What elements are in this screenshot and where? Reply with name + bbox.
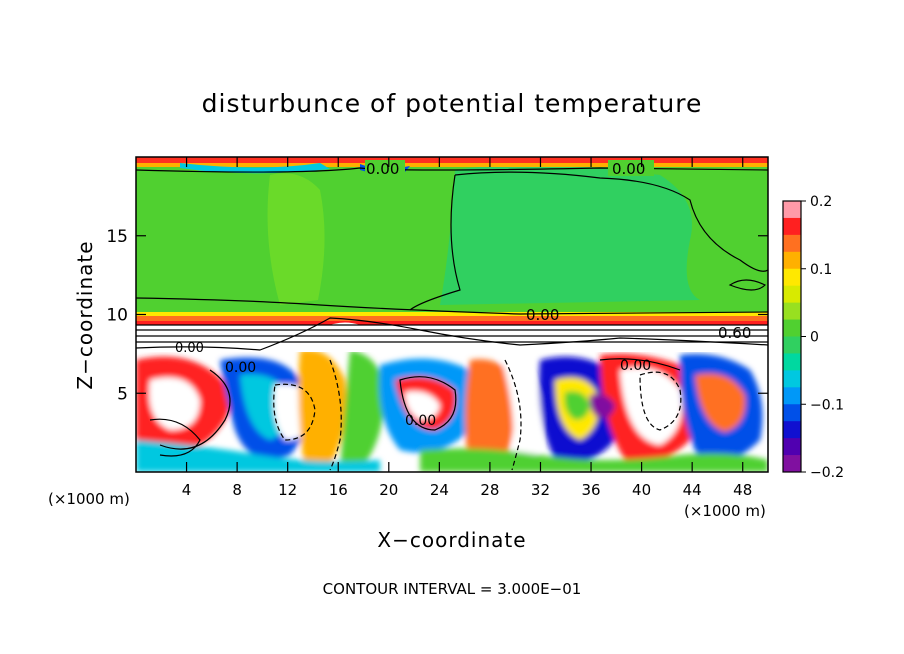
- colorbar-tick-label: 0.1: [810, 262, 832, 278]
- upper-field-cyan-patch: [440, 164, 700, 305]
- x-tick-label: 40: [632, 481, 651, 499]
- y-tick-label: 5: [117, 384, 128, 404]
- x-tick-label: 28: [480, 481, 499, 499]
- band-orange: [136, 316, 768, 321]
- band-yellow: [136, 312, 768, 316]
- y-axis: 5 10 15: [106, 227, 768, 404]
- y-tick-label: 10: [106, 306, 128, 326]
- colorbar-swatch: [783, 302, 801, 321]
- colorbar-tick-label: 0.2: [810, 194, 832, 210]
- x-tick-label: 12: [278, 481, 297, 499]
- plot-area: 0.00 0.00 0.00 0.60 0.00 0.00 0.00 0.00: [136, 157, 768, 472]
- x-axis: 4 8 12 16 20 24 28 32 36 40 44 48: [182, 157, 752, 499]
- colorbar-swatch: [783, 217, 801, 236]
- x-tick-label: 32: [531, 481, 550, 499]
- x-tick-label: 44: [683, 481, 702, 499]
- x-unit-left: (×1000 m): [48, 490, 130, 508]
- contour-label: 0.00: [526, 306, 559, 324]
- x-tick-label: 48: [733, 481, 752, 499]
- contour-label: 0.00: [225, 360, 256, 376]
- x-tick-label: 20: [379, 481, 398, 499]
- upper-field-light-patch: [267, 173, 325, 305]
- x-unit-right: (×1000 m): [684, 502, 766, 520]
- contour-label: 0.00: [620, 358, 651, 374]
- chart-title: disturbunce of potential temperature: [202, 89, 703, 118]
- colorbar-swatch: [783, 370, 801, 388]
- x-tick-label: 4: [182, 481, 192, 499]
- upper-band-cyan: [180, 163, 330, 174]
- x-tick-label: 24: [430, 481, 449, 499]
- colorbar: 0.2 0.1 0 −0.1 −0.2: [782, 194, 844, 481]
- x-tick-label: 36: [581, 481, 600, 499]
- y-tick-label: 15: [106, 227, 128, 247]
- x-tick-label: 16: [329, 481, 348, 499]
- colorbar-swatch: [783, 404, 801, 422]
- colorbar-swatch: [783, 438, 801, 456]
- colorbar-swatch: [783, 455, 801, 473]
- colorbar-swatch: [783, 251, 801, 270]
- band-red: [136, 321, 768, 325]
- x-tick-label: 8: [232, 481, 242, 499]
- contour-label: 0.00: [612, 160, 645, 178]
- contour-interval-note: CONTOUR INTERVAL = 3.000E−01: [323, 580, 582, 598]
- contour-label: 0.60: [718, 324, 751, 342]
- colorbar-swatch: [783, 353, 801, 371]
- colorbar-swatch: [783, 387, 801, 405]
- colorbar-swatch: [783, 319, 801, 337]
- upper-band: [136, 157, 768, 163]
- colorbar-swatch: [783, 201, 801, 219]
- colorbar-swatch: [783, 336, 801, 354]
- colorbar-tick-label: −0.2: [810, 465, 844, 481]
- colorbar-swatch: [783, 234, 801, 253]
- colorbar-tick-label: −0.1: [810, 397, 844, 413]
- ridge-white: [136, 322, 768, 352]
- colorbar-swatch: [783, 268, 801, 287]
- turbulence-blobs: [136, 349, 768, 472]
- y-axis-label: Z−coordinate: [73, 240, 97, 389]
- colorbar-swatch: [783, 285, 801, 304]
- contour-lines: [136, 167, 768, 471]
- contour-label: 0.00: [366, 160, 399, 178]
- colorbar-tick-label: 0: [810, 330, 819, 346]
- contour-label: 0.00: [175, 341, 204, 356]
- upper-band-2: [136, 163, 768, 167]
- contour-label: 0.00: [405, 413, 436, 429]
- colorbar-swatch: [783, 421, 801, 439]
- contour-label-group: 0.00 0.00 0.00 0.60 0.00 0.00 0.00 0.00: [175, 160, 751, 429]
- x-axis-label: X−coordinate: [377, 528, 526, 552]
